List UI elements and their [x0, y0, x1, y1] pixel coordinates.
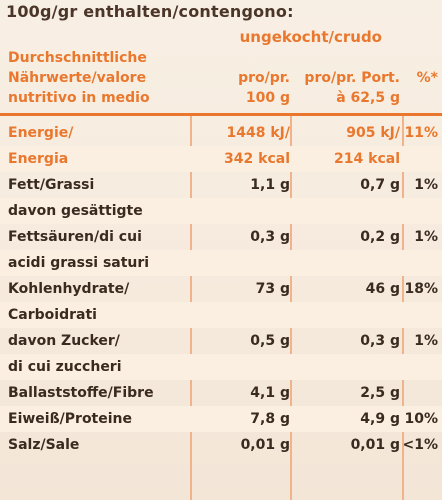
table-row: davon gesättigte	[0, 198, 442, 224]
row-value-portion: 905 kJ/	[346, 125, 400, 141]
row-value-100g: 342 kcal	[224, 151, 290, 167]
col1-header-line3: nutritivo in medio	[8, 90, 150, 106]
row-value-100g: 4,1 g	[250, 385, 290, 401]
col2-header-line1: pro/pr.	[238, 70, 290, 86]
row-percent: 1%	[414, 333, 438, 349]
row-percent: 1%	[414, 229, 438, 245]
col3-header-line2: à 62,5 g	[336, 90, 400, 106]
table-row: Energia 342 kcal 214 kcal	[0, 146, 442, 172]
row-percent: 18%	[404, 281, 438, 297]
column-headers: Durchschnittliche Nährwerte/valore nutri…	[0, 46, 442, 116]
row-label: Carboidrati	[8, 307, 97, 323]
cooked-state: ungekocht/crudo	[239, 28, 382, 46]
col4-header: %*	[416, 70, 438, 86]
row-value-100g: 0,3 g	[250, 229, 290, 245]
col1-header-line2: Nährwerte/valore	[8, 70, 147, 86]
col1-header-line1: Durchschnittliche	[8, 50, 147, 66]
table-row: Fettsäuren/di cui 0,3 g 0,2 g 1%	[0, 224, 442, 250]
row-label: davon gesättigte	[8, 203, 143, 219]
row-value-100g: 1,1 g	[250, 177, 290, 193]
row-value-portion: 0,7 g	[360, 177, 400, 193]
table-row: Fett/Grassi 1,1 g 0,7 g 1%	[0, 172, 442, 198]
table-row: Energie/ 1448 kJ/ 905 kJ/ 11%	[0, 120, 442, 146]
nutrition-table: Energie/ 1448 kJ/ 905 kJ/ 11% Energia 34…	[0, 120, 442, 458]
table-row: di cui zuccheri	[0, 354, 442, 380]
table-row: Carboidrati	[0, 302, 442, 328]
row-label: Energia	[8, 151, 69, 167]
row-value-portion: 0,3 g	[360, 333, 400, 349]
row-percent: 1%	[414, 177, 438, 193]
row-percent: 11%	[404, 125, 438, 141]
row-value-portion: 214 kcal	[334, 151, 400, 167]
row-percent: 10%	[404, 411, 438, 427]
row-label: Eiweiß/Proteine	[8, 411, 133, 427]
row-value-portion: 4,9 g	[360, 411, 400, 427]
row-value-portion: 2,5 g	[360, 385, 400, 401]
row-value-100g: 73 g	[255, 281, 290, 297]
row-label: acidi grassi saturi	[8, 255, 150, 271]
title: 100g/gr enthalten/contengono:	[6, 2, 294, 21]
row-percent: <1%	[402, 437, 439, 453]
row-value-100g: 1448 kJ/	[226, 125, 290, 141]
table-row: Eiweiß/Proteine 7,8 g 4,9 g 10%	[0, 406, 442, 432]
row-value-100g: 0,5 g	[250, 333, 290, 349]
row-label: davon Zucker/	[8, 333, 120, 349]
header-divider	[0, 113, 442, 116]
row-label: Fett/Grassi	[8, 177, 95, 193]
table-row: acidi grassi saturi	[0, 250, 442, 276]
row-value-100g: 7,8 g	[250, 411, 290, 427]
row-value-100g: 0,01 g	[240, 437, 290, 453]
row-label: Energie/	[8, 125, 74, 141]
row-label: Ballaststoffe/Fibre	[8, 385, 154, 401]
row-value-portion: 0,2 g	[360, 229, 400, 245]
row-value-portion: 0,01 g	[350, 437, 400, 453]
row-value-portion: 46 g	[365, 281, 400, 297]
row-label: Kohlenhydrate/	[8, 281, 130, 297]
row-label: Salz/Sale	[8, 437, 80, 453]
col2-header-line2: 100 g	[245, 90, 290, 106]
row-label: Fettsäuren/di cui	[8, 229, 142, 245]
table-row: Salz/Sale 0,01 g 0,01 g <1%	[0, 432, 442, 458]
table-row: davon Zucker/ 0,5 g 0,3 g 1%	[0, 328, 442, 354]
row-label: di cui zuccheri	[8, 359, 122, 375]
table-row: Kohlenhydrate/ 73 g 46 g 18%	[0, 276, 442, 302]
table-row: Ballaststoffe/Fibre 4,1 g 2,5 g	[0, 380, 442, 406]
col3-header-line1: pro/pr. Port.	[304, 70, 400, 86]
